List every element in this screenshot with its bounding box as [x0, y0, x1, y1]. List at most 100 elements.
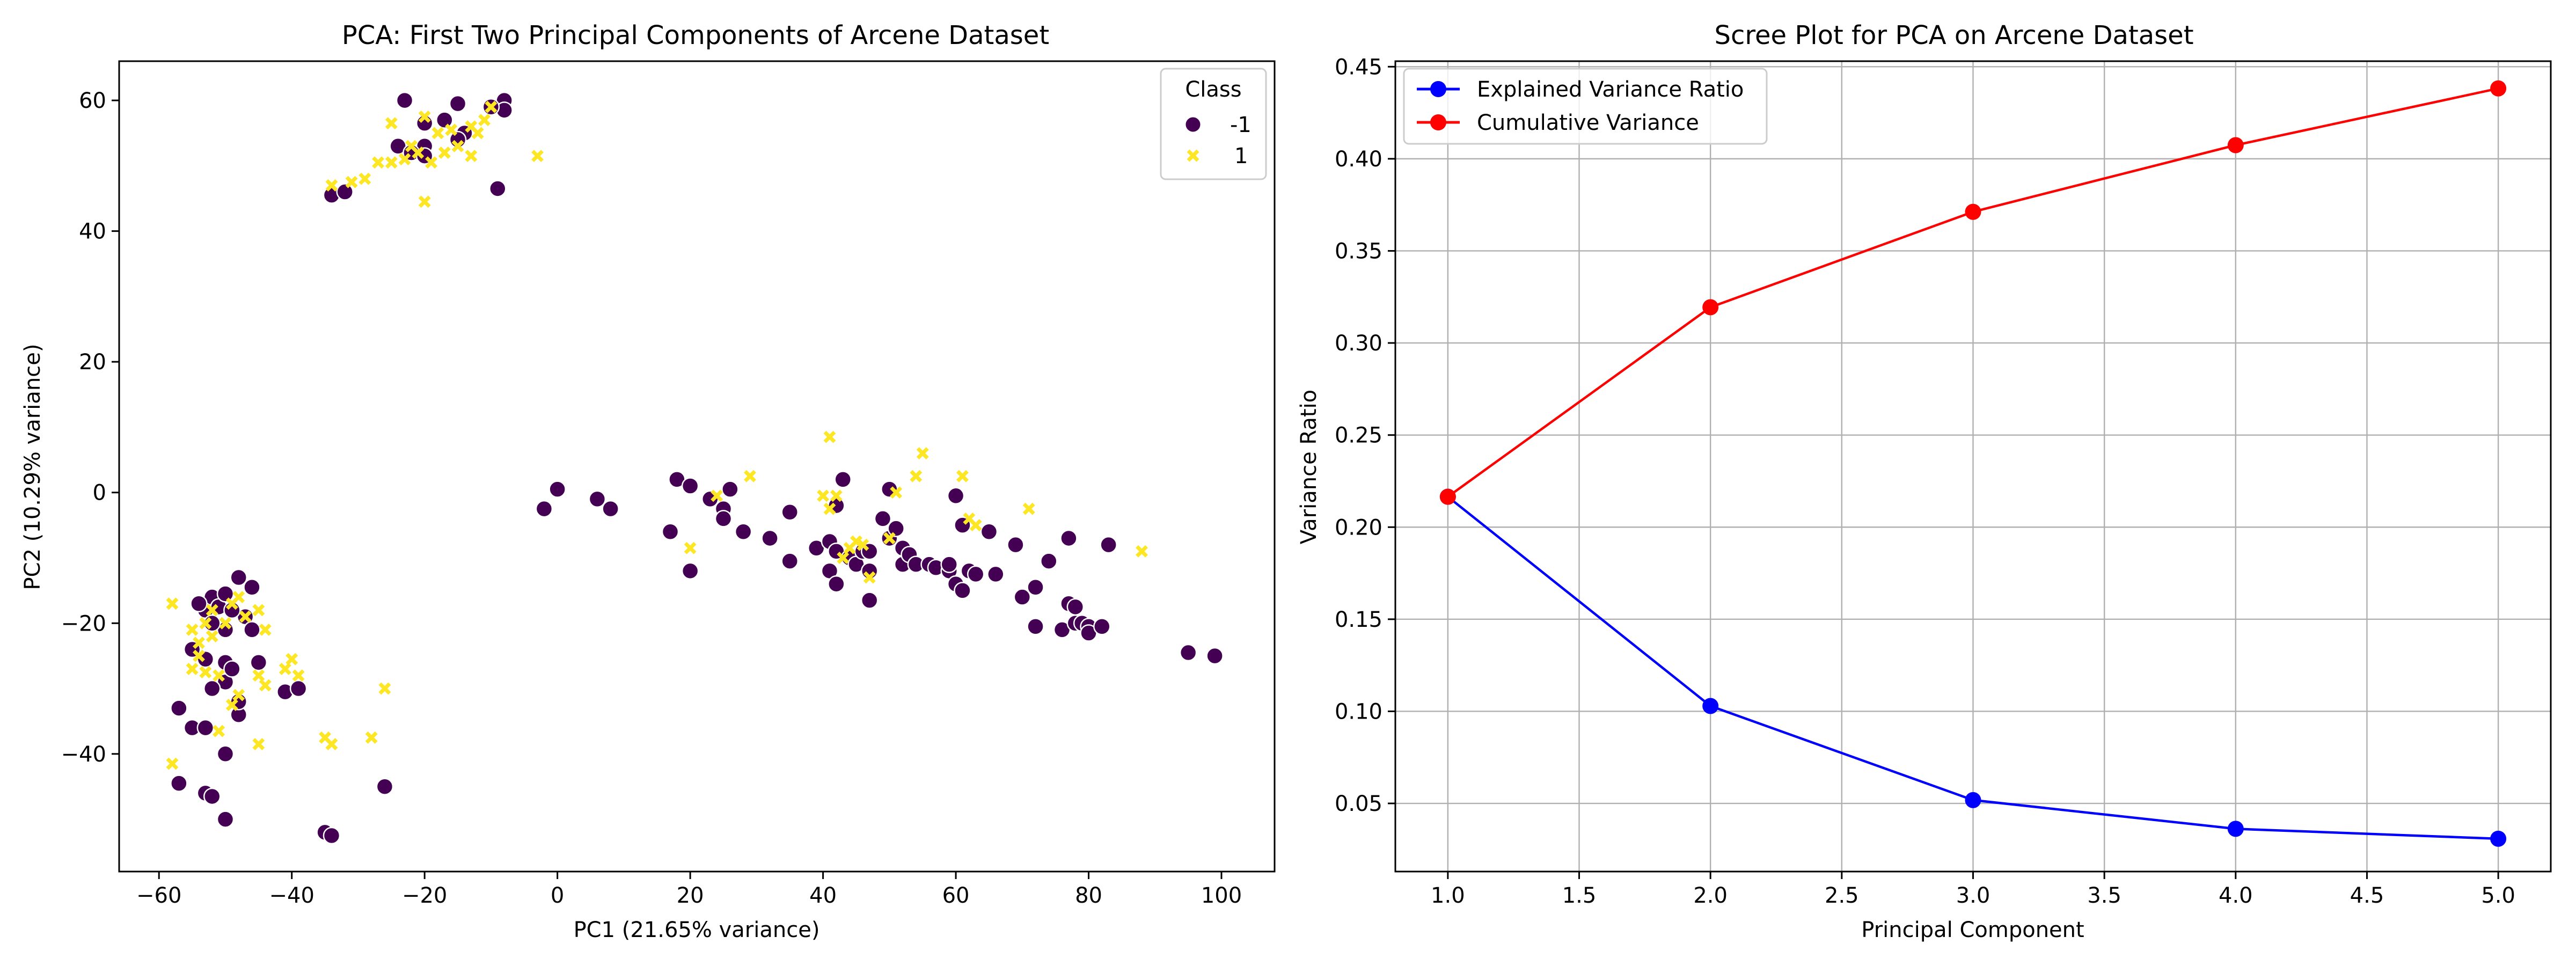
scree-x-ticks: 1.0 1.5 2.0 2.5 3.0 3.5 4.0 4.5 5.0	[1431, 872, 2515, 908]
scatter-point-class-neg1	[170, 774, 188, 792]
scatter-point-class-neg1	[781, 503, 799, 521]
scree-plot-panel: Scree Plot for PCA on Arcene Dataset 1.0…	[1297, 20, 2552, 942]
scree-y-tick-label: 0.30	[1335, 331, 1382, 356]
scree-y-label: Variance Ratio	[1297, 390, 1321, 544]
scatter-point-class-1	[890, 486, 903, 499]
scatter-point-class-neg1	[250, 654, 268, 671]
scatter-legend-title: Class	[1185, 77, 1241, 102]
scree-series	[1439, 80, 2507, 847]
scatter-point-class-neg1	[203, 679, 221, 698]
scatter-point-class-1	[279, 663, 291, 675]
scatter-point-class-1	[345, 175, 358, 188]
scatter-point-class-1	[471, 127, 484, 140]
scree-y-tick-label: 0.15	[1335, 608, 1382, 632]
legend-marker-explained	[1430, 81, 1446, 97]
scatter-point-class-neg1	[535, 500, 553, 518]
scatter-point-class-1	[916, 447, 929, 460]
scatter-x-tick-label: 40	[809, 883, 837, 908]
scatter-point-class-1	[837, 552, 850, 564]
scatter-x-ticks: −60 −40 −20 0 20 40 60 80 100	[136, 872, 1242, 908]
scree-x-tick-label: 5.0	[2481, 883, 2515, 908]
legend-label-cumulative: Cumulative Variance	[1477, 111, 1699, 135]
scatter-point-class-1	[817, 489, 830, 502]
scree-point-explained	[2490, 830, 2507, 847]
scatter-point-class-neg1	[1013, 588, 1031, 606]
scatter-legend-box	[1160, 68, 1267, 180]
scatter-point-class-neg1	[170, 699, 188, 717]
scatter-x-tick-label: −20	[402, 883, 447, 908]
scatter-point-class-1	[485, 100, 497, 113]
scatter-point-class-neg1	[216, 810, 235, 828]
scatter-point-class-neg1	[243, 621, 261, 639]
scatter-point-class-1	[465, 150, 478, 163]
scatter-point-class-neg1	[1206, 647, 1224, 665]
scatter-point-class-neg1	[874, 510, 892, 528]
scatter-point-class-neg1	[449, 94, 467, 113]
scatter-point-class-1	[259, 623, 272, 636]
scatter-point-class-1	[412, 147, 425, 159]
scatter-point-class-1	[166, 597, 179, 610]
scatter-point-class-neg1	[1007, 536, 1024, 554]
scatter-y-label: PC2 (10.29% variance)	[20, 344, 45, 590]
scatter-point-class-neg1	[781, 552, 799, 570]
scatter-point-class-neg1	[289, 679, 308, 698]
scatter-point-class-neg1	[954, 582, 971, 599]
scatter-point-class-neg1	[588, 490, 606, 508]
scatter-x-tick-label: 100	[1201, 883, 1242, 908]
scatter-point-class-1	[219, 617, 232, 630]
scatter-point-class-neg1	[834, 471, 852, 488]
scatter-x-tick-label: −60	[136, 883, 181, 908]
scree-x-tick-label: 4.0	[2219, 883, 2253, 908]
scree-y-tick-label: 0.35	[1335, 239, 1382, 264]
scatter-point-class-1	[325, 738, 338, 751]
scatter-point-class-neg1	[602, 500, 619, 518]
scatter-point-class-neg1	[1066, 598, 1085, 616]
scatter-y-tick-label: −40	[61, 742, 106, 767]
scatter-point-class-1	[744, 470, 756, 482]
scatter-point-class-1	[213, 724, 225, 737]
scatter-point-class-neg1	[987, 565, 1005, 583]
scatter-x-label: PC1 (21.65% variance)	[574, 918, 820, 942]
scatter-point-class-1	[232, 689, 245, 701]
scatter-point-class-1	[1022, 502, 1035, 515]
scree-legend: Explained Variance Ratio Cumulative Vari…	[1403, 68, 1768, 145]
scatter-title: PCA: First Two Principal Components of A…	[342, 20, 1049, 50]
scatter-point-class-1	[830, 489, 843, 502]
scatter-point-class-neg1	[1060, 529, 1078, 547]
scatter-point-class-neg1	[1040, 552, 1058, 570]
scatter-x-tick-label: 60	[942, 883, 970, 908]
scatter-point-class-1	[206, 604, 218, 617]
scatter-legend: Class -1 1	[1160, 68, 1267, 180]
scree-y-tick-label: 0.40	[1335, 147, 1382, 172]
scatter-point-class-neg1	[1100, 536, 1117, 554]
scatter-point-class-neg1	[828, 575, 845, 593]
scatter-point-class-1	[711, 489, 723, 502]
scree-title: Scree Plot for PCA on Arcene Dataset	[1714, 20, 2193, 50]
scatter-points	[166, 91, 1224, 845]
scatter-point-class-1	[225, 699, 238, 711]
scatter-y-tick-label: 0	[93, 481, 106, 506]
scatter-point-class-1	[478, 114, 491, 127]
legend-marker-class-neg1	[1184, 115, 1202, 134]
legend-label-class-neg1: -1	[1230, 113, 1252, 137]
scatter-point-class-neg1	[489, 180, 507, 197]
scatter-point-class-neg1	[196, 719, 215, 737]
scatter-point-class-1	[451, 140, 464, 152]
scatter-point-class-neg1	[681, 562, 699, 580]
scree-y-tick-label: 0.25	[1335, 423, 1382, 448]
scatter-point-class-1	[823, 502, 836, 515]
scree-point-cumulative	[2227, 137, 2244, 153]
scatter-point-class-1	[385, 156, 398, 169]
scree-x-tick-label: 2.0	[1693, 883, 1728, 908]
scatter-point-class-neg1	[1093, 618, 1111, 635]
scatter-point-class-neg1	[190, 595, 208, 612]
scatter-point-class-1	[186, 663, 199, 675]
scatter-point-class-neg1	[243, 579, 261, 596]
scatter-point-class-neg1	[940, 555, 958, 573]
scatter-point-class-1	[206, 630, 218, 643]
scatter-point-class-1	[358, 172, 371, 185]
scatter-point-class-1	[252, 604, 265, 617]
scatter-point-class-1	[418, 195, 431, 208]
scatter-point-class-neg1	[323, 826, 341, 845]
